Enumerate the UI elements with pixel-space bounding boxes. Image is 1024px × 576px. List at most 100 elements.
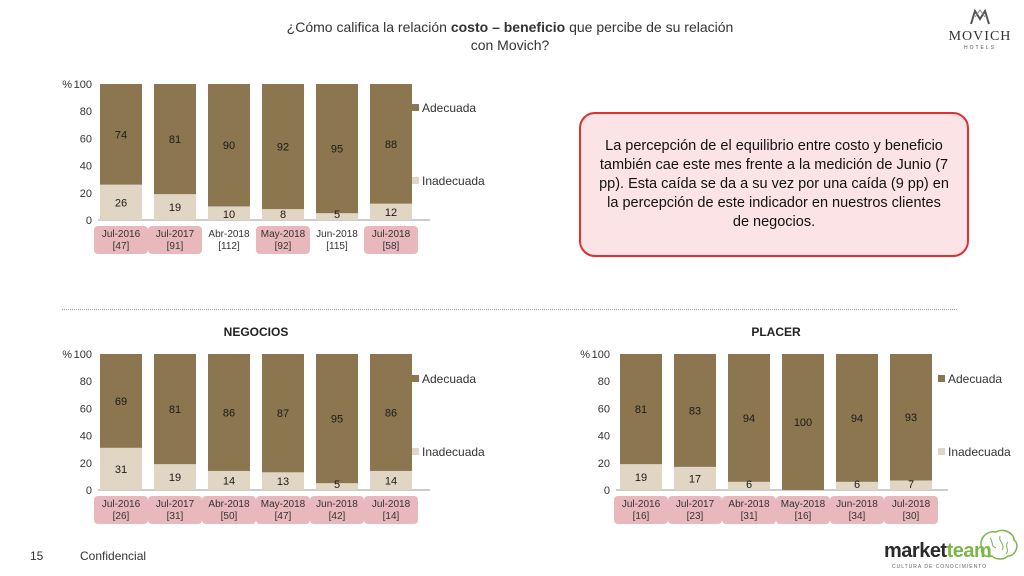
data-label-adecuada: 81 bbox=[635, 404, 647, 416]
x-tick-sample-size: [115] bbox=[326, 241, 348, 252]
bar-inadecuada bbox=[674, 466, 716, 490]
data-label-adecuada: 100 bbox=[794, 417, 812, 429]
y-tick-label: 80 bbox=[80, 106, 92, 118]
y-tick-label: 0 bbox=[86, 215, 92, 227]
y-tick-label: 20 bbox=[80, 188, 92, 200]
brain-icon bbox=[980, 529, 1018, 560]
x-tick-label: Jul-2016 bbox=[102, 229, 141, 240]
callout-text: La percepción de el equilibrio entre cos… bbox=[599, 138, 949, 230]
category-highlight bbox=[830, 496, 884, 524]
data-label-adecuada: 81 bbox=[169, 134, 181, 146]
title-text-post: que percibe de su relación bbox=[565, 19, 734, 35]
bar-inadecuada bbox=[316, 213, 358, 220]
x-tick-sample-size: [16] bbox=[633, 511, 650, 522]
x-tick-label: Abr-2018 bbox=[208, 499, 250, 510]
chart-placer: PLACER020406080100%8119Jul-2016[16]8317J… bbox=[580, 325, 1011, 524]
category-highlight bbox=[884, 496, 938, 524]
bar-inadecuada bbox=[262, 209, 304, 220]
x-tick-sample-size: [34] bbox=[849, 511, 866, 522]
category-highlight bbox=[364, 226, 418, 254]
legend-label-adecuada: Adecuada bbox=[422, 101, 476, 115]
category-highlight bbox=[202, 496, 256, 524]
data-label-inadecuada: 5 bbox=[334, 479, 340, 491]
data-label-adecuada: 88 bbox=[385, 139, 397, 151]
category-highlight bbox=[776, 496, 830, 524]
chart-total: 0 20 40 60 80 100% 74 26 Jul-2016[47] 81 19 Jul-201… bbox=[62, 79, 485, 254]
bar-inadecuada bbox=[728, 481, 770, 490]
data-label-inadecuada: 13 bbox=[277, 476, 289, 488]
data-label-inadecuada: 7 bbox=[908, 479, 914, 491]
bar-adecuada bbox=[100, 354, 142, 448]
data-label-inadecuada: 19 bbox=[169, 472, 181, 484]
chart-title: NEGOCIOS bbox=[224, 325, 289, 339]
y-tick-label: 40 bbox=[80, 431, 92, 443]
bar-inadecuada bbox=[370, 470, 412, 490]
bar-inadecuada bbox=[316, 483, 358, 490]
y-tick-label: 60 bbox=[80, 403, 92, 415]
marketteam-logo: marketteam CULTURA DE CONOCIMIENTO bbox=[884, 528, 1022, 574]
legend-label-inadecuada: Inadecuada bbox=[948, 445, 1011, 459]
bar-adecuada bbox=[208, 84, 250, 207]
legend-swatch-inadecuada bbox=[938, 448, 945, 455]
bar-inadecuada bbox=[154, 464, 196, 490]
bar-adecuada bbox=[370, 354, 412, 471]
bar-adecuada bbox=[782, 354, 824, 490]
movich-logo: MOVICH HOTELS bbox=[944, 8, 1016, 51]
data-label-inadecuada: 6 bbox=[746, 479, 752, 491]
x-tick-label: Jul-2018 bbox=[372, 229, 411, 240]
legend-swatch-adecuada bbox=[938, 375, 945, 382]
data-label-adecuada: 90 bbox=[223, 140, 235, 152]
bar-inadecuada bbox=[154, 194, 196, 220]
data-label-inadecuada: 26 bbox=[115, 197, 127, 209]
x-tick-sample-size: [14] bbox=[383, 511, 400, 522]
data-label-adecuada: 94 bbox=[851, 413, 863, 425]
bar-inadecuada bbox=[100, 184, 142, 220]
data-label-inadecuada: 10 bbox=[223, 209, 235, 221]
bar-inadecuada bbox=[620, 464, 662, 490]
data-label-adecuada: 69 bbox=[115, 396, 127, 408]
category-highlight bbox=[256, 226, 310, 254]
y-tick-label: 60 bbox=[80, 133, 92, 145]
category-highlight bbox=[310, 496, 364, 524]
bar-inadecuada bbox=[208, 470, 250, 490]
x-tick-sample-size: [31] bbox=[741, 511, 758, 522]
bar-inadecuada bbox=[262, 472, 304, 490]
data-label-inadecuada: 31 bbox=[115, 464, 127, 476]
data-label-adecuada: 92 bbox=[277, 142, 289, 154]
confidential-label: Confidencial bbox=[80, 549, 147, 563]
bar-inadecuada bbox=[370, 203, 412, 220]
section-divider bbox=[62, 309, 957, 310]
y-axis-unit: % bbox=[62, 79, 72, 91]
x-tick-label: Jul-2018 bbox=[892, 499, 931, 510]
category-highlight bbox=[614, 496, 668, 524]
title-text-pre: ¿Cómo califica la relación bbox=[286, 19, 451, 35]
x-tick-sample-size: [50] bbox=[221, 511, 238, 522]
chart-title: PLACER bbox=[751, 325, 801, 339]
x-tick-sample-size: [47] bbox=[113, 241, 130, 252]
x-tick-label: Jun-2018 bbox=[316, 229, 358, 240]
category-highlight bbox=[668, 496, 722, 524]
data-label-inadecuada: 19 bbox=[635, 472, 647, 484]
x-tick-label: May-2018 bbox=[261, 499, 306, 510]
legend-swatch-adecuada bbox=[412, 375, 419, 382]
y-tick-label: 40 bbox=[80, 161, 92, 173]
y-tick-label: 60 bbox=[598, 403, 610, 415]
chart-negocios: NEGOCIOS 0 20 40 60 80 100% 69 31 Jul-2016[26] 81 1… bbox=[62, 325, 485, 524]
legend-label-inadecuada: Inadecuada bbox=[422, 174, 485, 188]
x-tick-label: Abr-2018 bbox=[728, 499, 770, 510]
legend-swatch-inadecuada bbox=[412, 177, 419, 184]
data-label-inadecuada: 14 bbox=[223, 475, 235, 487]
x-tick-label: Jul-2016 bbox=[622, 499, 661, 510]
bar-adecuada bbox=[370, 84, 412, 204]
category-highlight bbox=[722, 496, 776, 524]
data-label-inadecuada: 14 bbox=[385, 475, 397, 487]
x-tick-label: Jul-2017 bbox=[156, 229, 195, 240]
y-tick-label: 20 bbox=[598, 458, 610, 470]
y-tick-label: 100 bbox=[74, 79, 92, 91]
bar-adecuada bbox=[154, 84, 196, 195]
bar-adecuada bbox=[154, 354, 196, 465]
bar-adecuada bbox=[620, 354, 662, 465]
y-tick-label: 100 bbox=[592, 349, 610, 361]
data-label-inadecuada: 8 bbox=[280, 209, 286, 221]
bar-inadecuada bbox=[836, 481, 878, 490]
